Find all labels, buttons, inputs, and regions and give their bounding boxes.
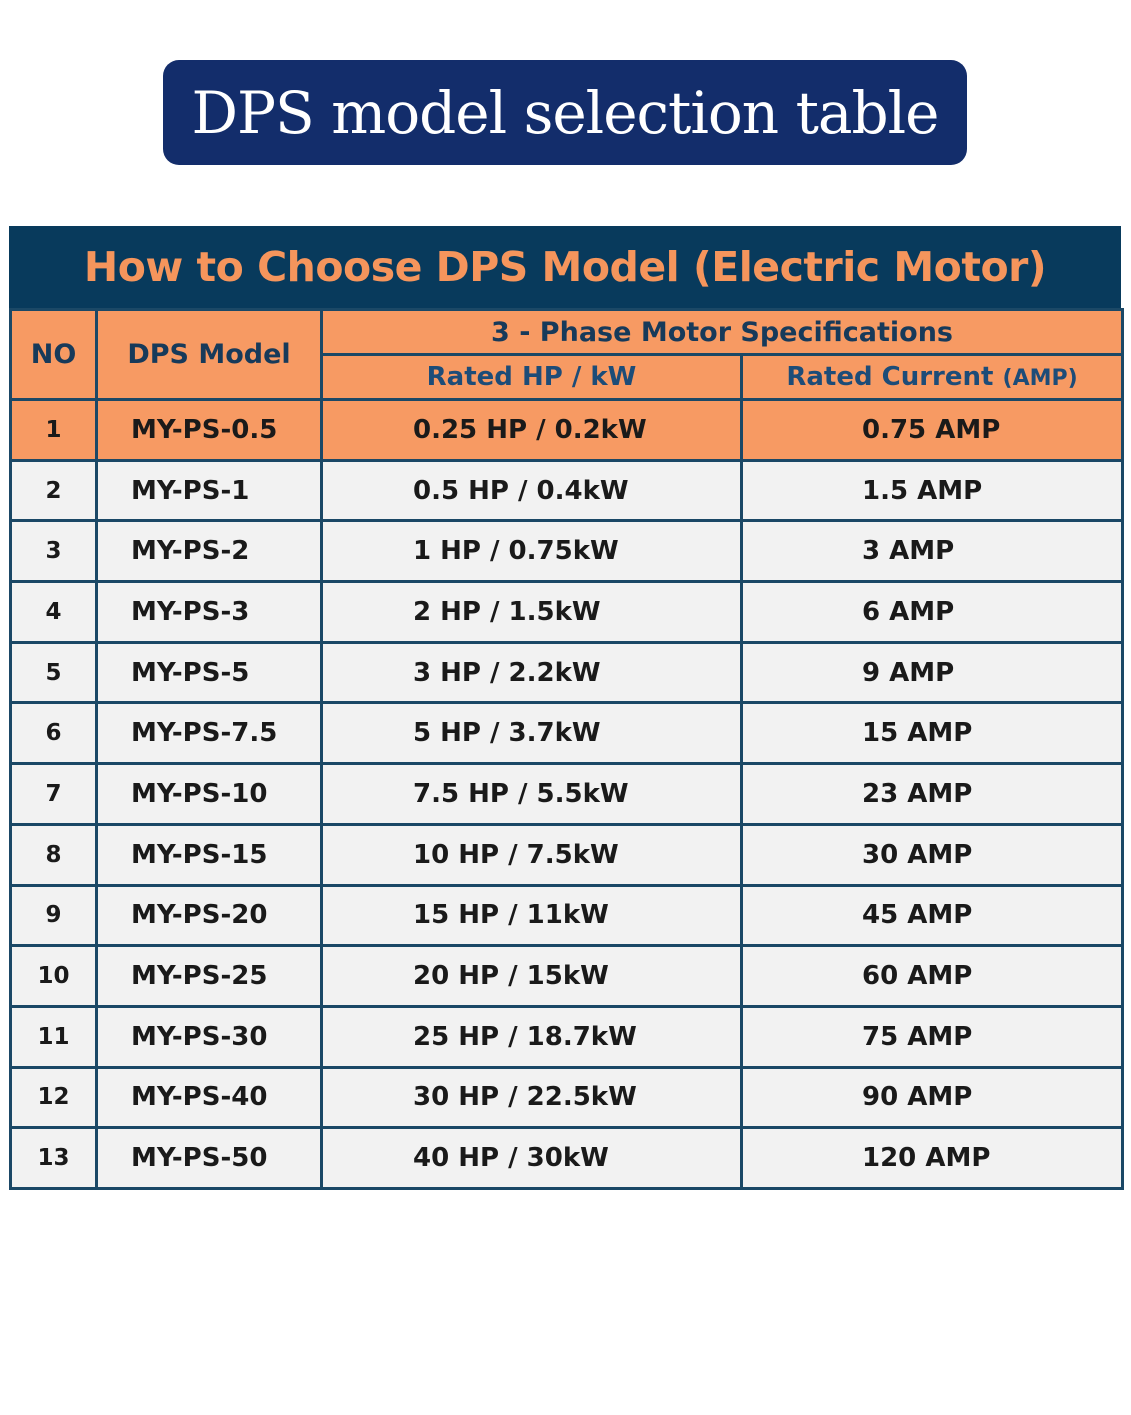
rated-current-cell: 6 AMP	[739, 580, 1125, 644]
row-number-cell: 10	[9, 944, 98, 1008]
dps-model-cell: MY-PS-7.5	[95, 701, 323, 766]
table-row: 2 MY-PS-1 0.5 HP / 0.4kW 1.5 AMP	[9, 458, 1125, 523]
header-dps-model: DPS Model	[95, 308, 323, 401]
row-number-cell: 6	[9, 701, 98, 766]
header-motor-specifications: 3 - Phase Motor Specifications	[319, 308, 1125, 356]
row-number-cell: 5	[9, 640, 98, 705]
rated-hp-kw-cell: 40 HP / 30kW	[320, 1126, 743, 1190]
header-rated-current: Rated Current (AMP)	[739, 353, 1125, 401]
dps-model-cell: MY-PS-1	[95, 458, 323, 523]
table-row: 10 MY-PS-25 20 HP / 15kW 60 AMP	[9, 944, 1125, 1008]
rated-current-cell: 30 AMP	[739, 822, 1125, 887]
row-number-cell: 13	[9, 1126, 98, 1190]
header-rated-current-label: Rated Current	[786, 362, 994, 392]
dps-model-cell: MY-PS-30	[95, 1004, 323, 1069]
header-no: NO	[9, 308, 98, 401]
table-row: 4 MY-PS-3 2 HP / 1.5kW 6 AMP	[9, 580, 1125, 644]
rated-current-cell: 60 AMP	[739, 944, 1125, 1008]
model-selection-table: NO DPS Model 3 - Phase Motor Specificati…	[9, 308, 1125, 1190]
row-number-cell: 1	[9, 398, 98, 462]
rated-hp-kw-cell: 15 HP / 11kW	[320, 883, 743, 948]
dps-model-cell: MY-PS-0.5	[95, 398, 323, 462]
rated-hp-kw-cell: 1 HP / 0.75kW	[320, 519, 743, 584]
table-row: 7 MY-PS-10 7.5 HP / 5.5kW 23 AMP	[9, 762, 1125, 826]
dps-model-cell: MY-PS-5	[95, 640, 323, 705]
dps-model-cell: MY-PS-10	[95, 762, 323, 826]
dps-model-cell: MY-PS-3	[95, 580, 323, 644]
table-row: 12 MY-PS-40 30 HP / 22.5kW 90 AMP	[9, 1065, 1125, 1130]
rated-current-cell: 120 AMP	[739, 1126, 1125, 1190]
rated-hp-kw-cell: 7.5 HP / 5.5kW	[320, 762, 743, 826]
dps-model-cell: MY-PS-2	[95, 519, 323, 584]
table-row: 8 MY-PS-15 10 HP / 7.5kW 30 AMP	[9, 822, 1125, 887]
rated-current-cell: 45 AMP	[739, 883, 1125, 948]
rated-hp-kw-cell: 20 HP / 15kW	[320, 944, 743, 1008]
table-row: 6 MY-PS-7.5 5 HP / 3.7kW 15 AMP	[9, 701, 1125, 766]
row-number-cell: 2	[9, 458, 98, 523]
rated-current-cell: 15 AMP	[739, 701, 1125, 766]
rated-current-cell: 1.5 AMP	[739, 458, 1125, 523]
rated-hp-kw-cell: 3 HP / 2.2kW	[320, 640, 743, 705]
dps-model-cell: MY-PS-40	[95, 1065, 323, 1130]
row-number-cell: 4	[9, 580, 98, 644]
row-number-cell: 9	[9, 883, 98, 948]
selection-table-panel: How to Choose DPS Model (Electric Motor)…	[9, 226, 1125, 1190]
rated-hp-kw-cell: 5 HP / 3.7kW	[320, 701, 743, 766]
table-banner: How to Choose DPS Model (Electric Motor)	[9, 226, 1121, 308]
dps-model-cell: MY-PS-15	[95, 822, 323, 887]
rated-hp-kw-cell: 0.5 HP / 0.4kW	[320, 458, 743, 523]
table-row: 5 MY-PS-5 3 HP / 2.2kW 9 AMP	[9, 640, 1125, 705]
rated-current-cell: 0.75 AMP	[739, 398, 1125, 462]
table-row: 3 MY-PS-2 1 HP / 0.75kW 3 AMP	[9, 519, 1125, 584]
header-rated-current-unit: (AMP)	[1002, 366, 1078, 391]
dps-model-cell: MY-PS-50	[95, 1126, 323, 1190]
table-row: 1 MY-PS-0.5 0.25 HP / 0.2kW 0.75 AMP	[9, 398, 1125, 462]
header-rated-hp-kw: Rated HP / kW	[320, 353, 743, 401]
dps-model-cell: MY-PS-25	[95, 944, 323, 1008]
rated-current-cell: 23 AMP	[739, 762, 1125, 826]
row-number-cell: 7	[9, 762, 98, 826]
rated-current-cell: 75 AMP	[739, 1004, 1125, 1069]
rated-hp-kw-cell: 2 HP / 1.5kW	[320, 580, 743, 644]
page-title: DPS model selection table	[163, 60, 967, 165]
rated-hp-kw-cell: 30 HP / 22.5kW	[320, 1065, 743, 1130]
table-row: 13 MY-PS-50 40 HP / 30kW 120 AMP	[9, 1126, 1125, 1190]
rated-current-cell: 9 AMP	[739, 640, 1125, 705]
rated-current-cell: 3 AMP	[739, 519, 1125, 584]
table-header: NO DPS Model 3 - Phase Motor Specificati…	[9, 308, 1125, 401]
row-number-cell: 3	[9, 519, 98, 584]
table-row: 11 MY-PS-30 25 HP / 18.7kW 75 AMP	[9, 1004, 1125, 1069]
row-number-cell: 8	[9, 822, 98, 887]
table-row: 9 MY-PS-20 15 HP / 11kW 45 AMP	[9, 883, 1125, 948]
rated-hp-kw-cell: 0.25 HP / 0.2kW	[320, 398, 743, 462]
dps-model-cell: MY-PS-20	[95, 883, 323, 948]
rated-current-cell: 90 AMP	[739, 1065, 1125, 1130]
rated-hp-kw-cell: 10 HP / 7.5kW	[320, 822, 743, 887]
row-number-cell: 11	[9, 1004, 98, 1069]
rated-hp-kw-cell: 25 HP / 18.7kW	[320, 1004, 743, 1069]
row-number-cell: 12	[9, 1065, 98, 1130]
table-body: 1 MY-PS-0.5 0.25 HP / 0.2kW 0.75 AMP 2 MY-PS-…	[9, 398, 1125, 1190]
